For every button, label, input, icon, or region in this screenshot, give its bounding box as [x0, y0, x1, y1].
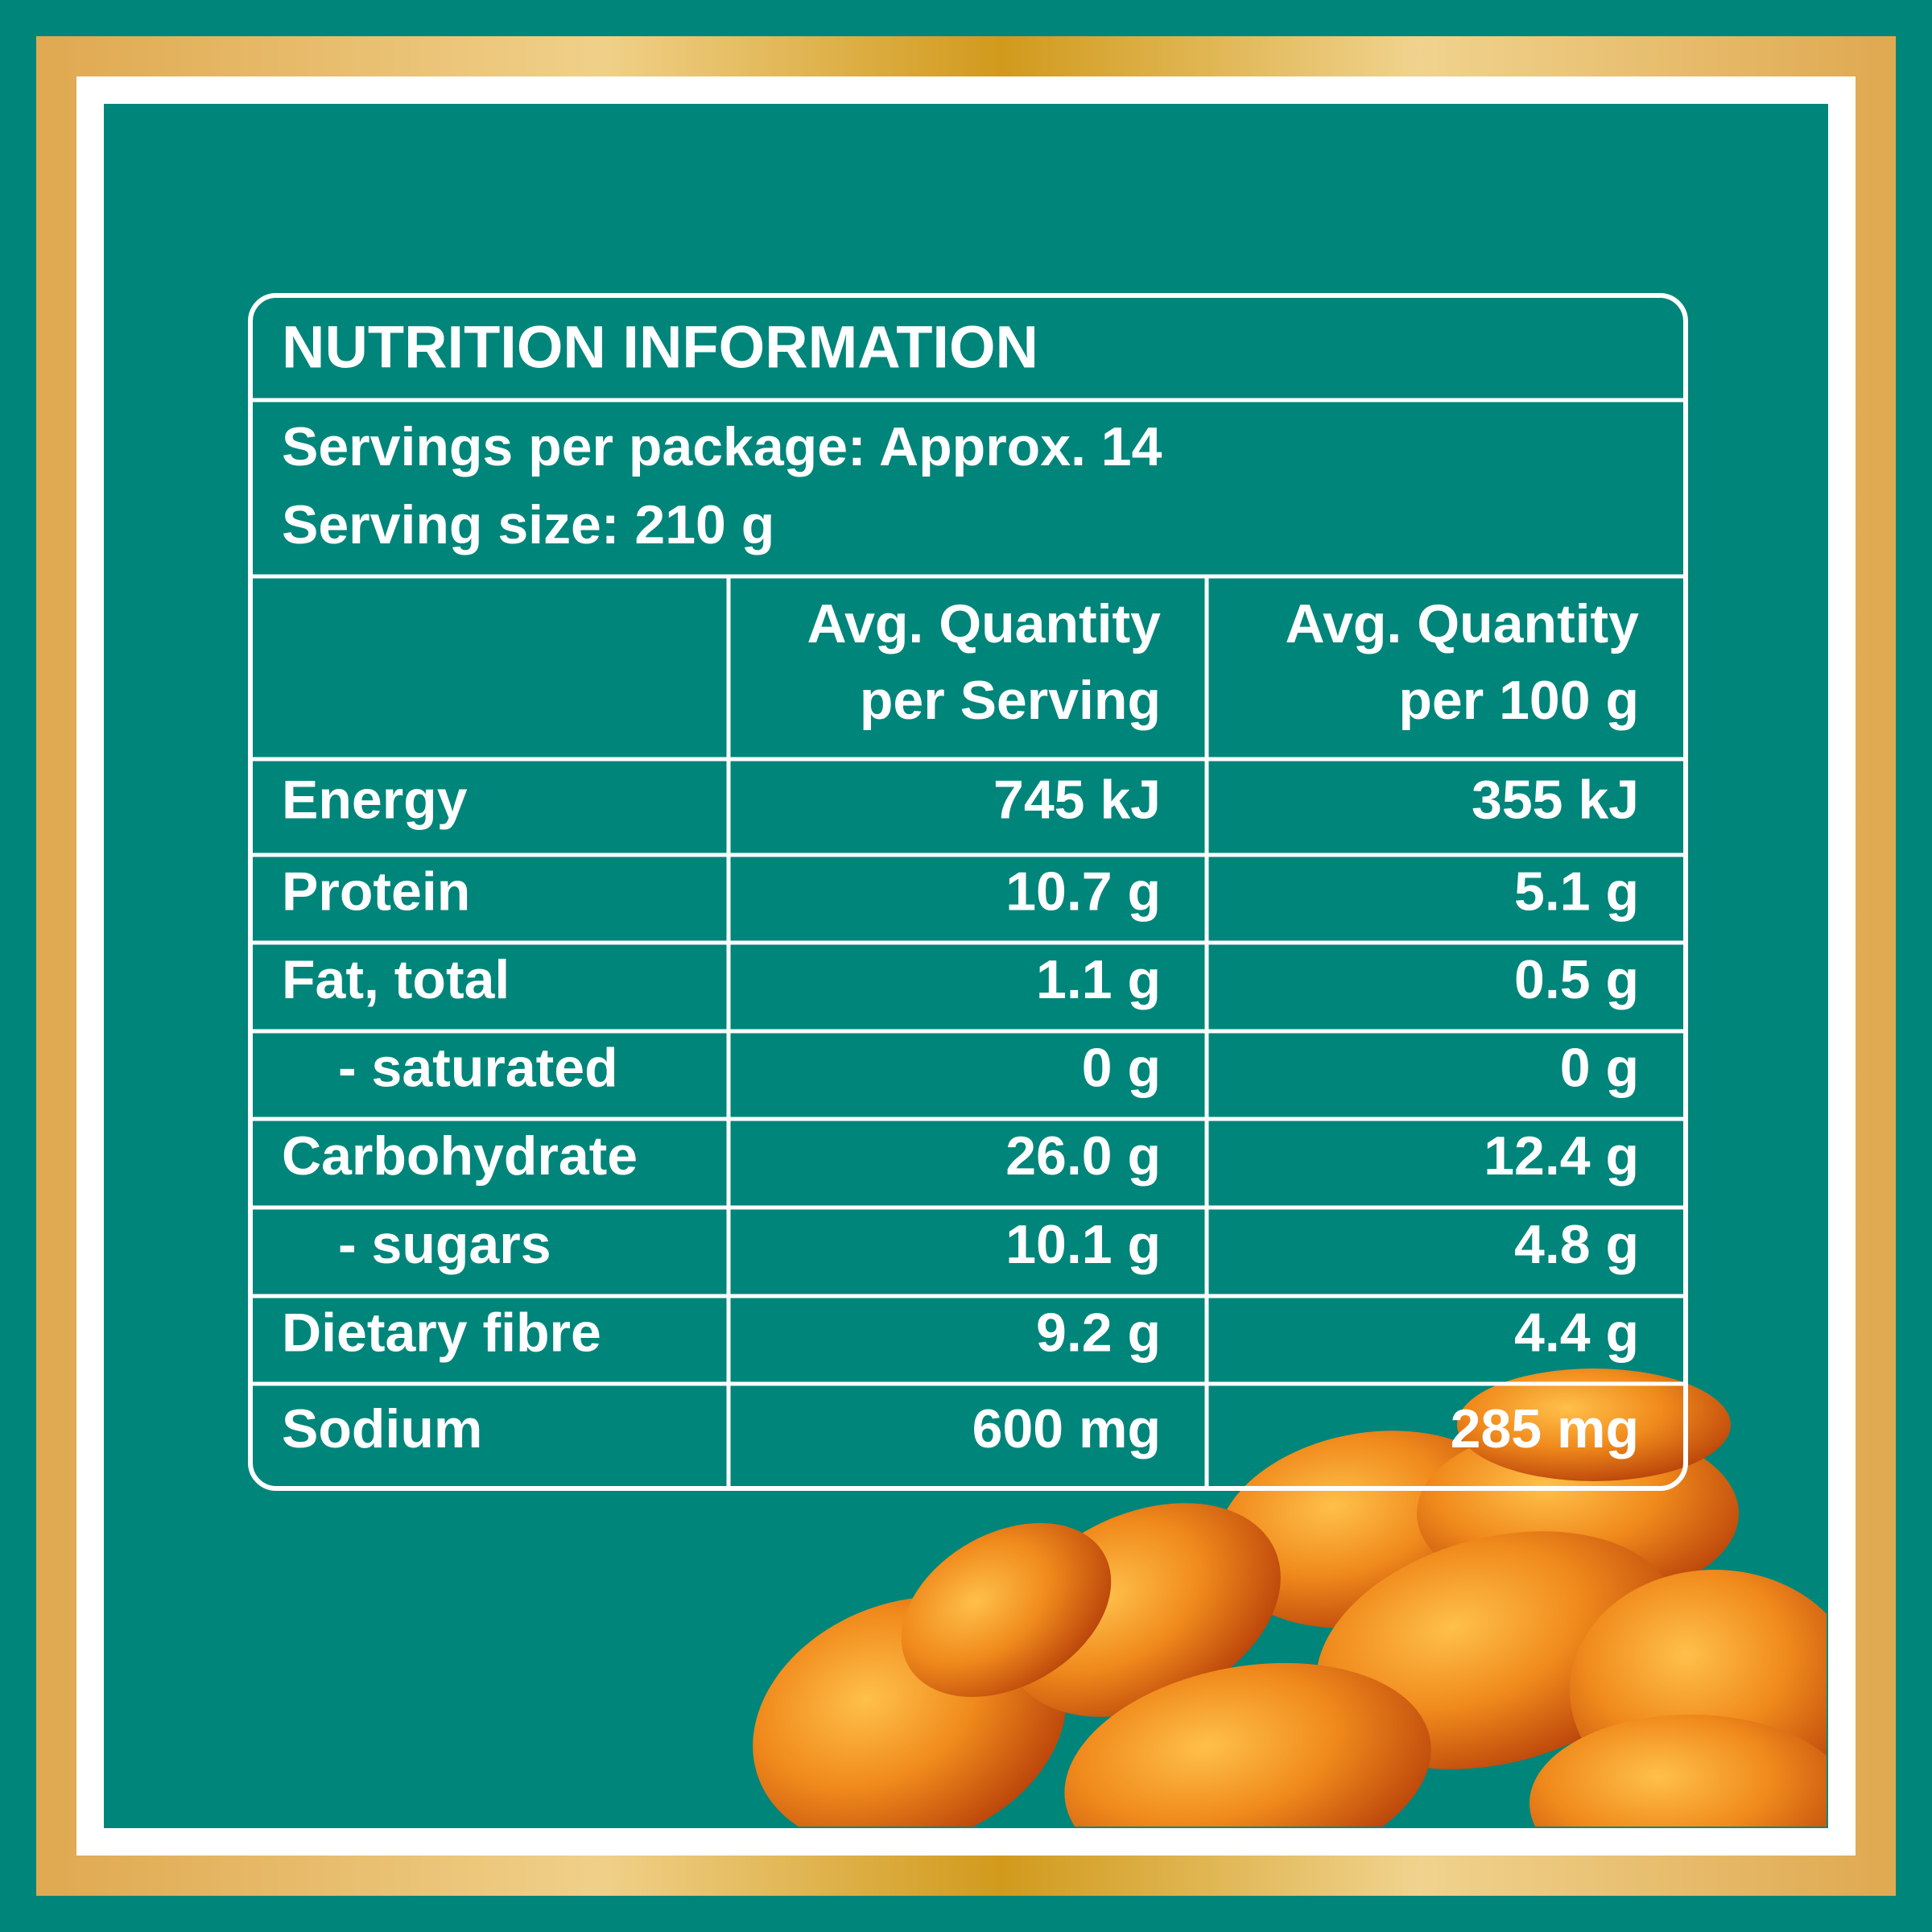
per-serving: 10.1 g [1005, 1214, 1161, 1275]
nutrient-name: Energy [282, 769, 468, 830]
per-100g: 4.8 g [1514, 1214, 1639, 1275]
title: NUTRITION INFORMATION [282, 314, 1038, 381]
nutrient-name: Fat, total [282, 949, 510, 1010]
serving-size: Serving size: 210 g [282, 494, 774, 555]
column-header: per Serving [860, 670, 1161, 731]
per-100g: 0 g [1560, 1037, 1639, 1098]
per-serving: 10.7 g [1005, 861, 1161, 922]
gold-frame [36, 36, 1896, 1896]
per-serving: 745 kJ [993, 769, 1161, 830]
column-header: Avg. Quantity [807, 593, 1161, 654]
per-100g: 355 kJ [1472, 769, 1639, 830]
per-100g: 12.4 g [1484, 1125, 1639, 1187]
nutrient-name: Dietary fibre [282, 1302, 601, 1363]
per-100g: 285 mg [1451, 1398, 1639, 1459]
per-100g: 4.4 g [1514, 1302, 1639, 1363]
per-100g: 5.1 g [1514, 861, 1639, 922]
nutrient-name: Sodium [282, 1398, 482, 1459]
white-frame [76, 76, 1856, 1856]
servings-per-package: Servings per package: Approx. 14 [282, 416, 1162, 477]
per-serving: 9.2 g [1036, 1302, 1161, 1363]
nutrient-name: Carbohydrate [282, 1125, 638, 1187]
per-serving: 0 g [1082, 1037, 1161, 1098]
column-header: per 100 g [1398, 670, 1639, 731]
per-serving: 26.0 g [1005, 1125, 1161, 1187]
table-border [248, 293, 1688, 1491]
per-100g: 0.5 g [1514, 949, 1639, 1010]
nutrient-name: - saturated [338, 1037, 618, 1098]
per-serving: 600 mg [972, 1398, 1161, 1459]
nutrient-name: - sugars [338, 1214, 551, 1275]
nutrition-table: NUTRITION INFORMATION Servings per packa… [248, 293, 1688, 1491]
column-header: Avg. Quantity [1285, 593, 1639, 654]
beans-image [753, 1368, 1827, 1827]
per-serving: 1.1 g [1036, 949, 1161, 1010]
nutrient-name: Protein [282, 861, 470, 922]
